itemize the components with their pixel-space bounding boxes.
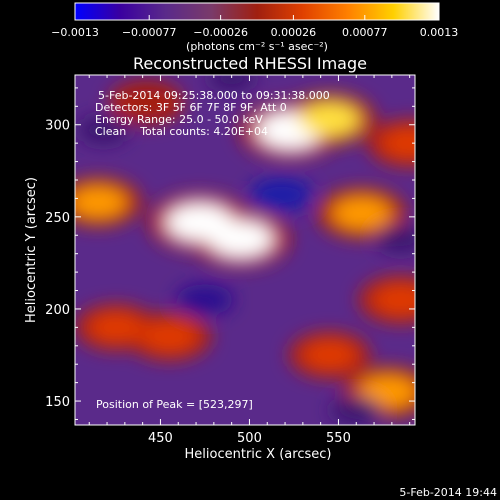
info-line-detectors: Detectors: 3F 5F 6F 7F 8F 9F, Att 0 [95,101,287,114]
info-line-energy: Energy Range: 25.0 - 50.0 keV [95,113,263,126]
y-axis-label: Heliocentric Y (arcsec) [24,177,39,323]
peak-position-label: Position of Peak = [523,297] [96,398,253,411]
plot-area: 450 500 550 150 200 250 300 [45,74,416,446]
heatmap-field [75,75,415,424]
info-line-clean: Clean Total counts: 4.20E+04 [95,125,268,138]
colorbar-tick-label: 0.0013 [420,26,459,39]
y-tick-label: 250 [45,211,70,226]
y-tick-label: 150 [45,395,70,410]
emission-region [89,312,143,343]
negative-region [176,284,234,316]
x-tick-label: 500 [237,431,262,446]
emission-region [75,185,127,219]
colorbar-tick-label: −0.0013 [51,26,99,39]
negative-region [330,396,382,424]
emission-region [381,127,415,159]
emission-region [141,320,198,353]
info-line-time: 5-Feb-2014 09:25:38.000 to 09:31:38.000 [98,89,330,102]
negative-region [208,75,256,92]
emission-region [121,88,171,117]
emission-region [302,339,357,371]
negative-region [249,177,314,212]
negative-region [375,225,415,253]
emission-region [298,101,361,137]
negative-region [78,116,129,144]
colorbar-ticks: −0.0013 −0.00077 −0.00026 0.00026 0.00077 0.0… [51,15,458,39]
x-axis-label: Heliocentric X (arcsec) [185,447,332,462]
plot-frame [74,74,416,426]
emission-region [207,220,274,258]
colorbar-tick-label: −0.00077 [122,26,177,39]
axis-ticks: 450 500 550 150 200 250 300 [45,75,415,446]
colorbar-tick-label: −0.00026 [193,26,248,39]
x-tick-label: 450 [148,431,173,446]
emission-region [373,283,415,316]
chart-title: Reconstructed RHESSI Image [133,54,367,73]
colorbar-units: (photons cm⁻² s⁻¹ asec⁻²) [186,40,328,53]
colorbar-tick-label: 0.00077 [342,26,388,39]
colorbar [74,2,440,21]
footer-date: 5-Feb-2014 19:44 [399,486,497,499]
colorbar-tick-label: 0.00026 [271,26,317,39]
emission-region [331,196,392,231]
y-tick-label: 200 [45,303,70,318]
y-tick-label: 300 [45,119,70,134]
x-tick-label: 550 [326,431,351,446]
